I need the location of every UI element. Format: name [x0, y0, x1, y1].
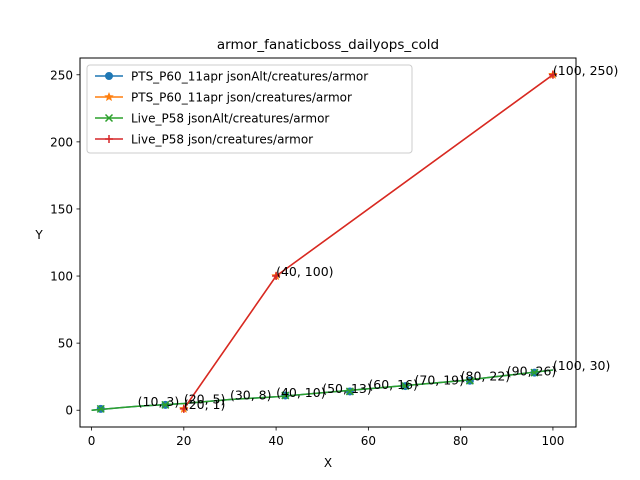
series-3-point [161, 400, 170, 409]
legend-box [86, 64, 413, 154]
data-label: (40, 10) [276, 385, 326, 400]
x-tick-label: 0 [88, 434, 96, 448]
x-axis-label: X [324, 456, 332, 470]
series-3-point [96, 404, 105, 413]
series-3-point [401, 382, 410, 391]
series-3-point [281, 391, 290, 400]
legend-marker-1 [105, 72, 113, 80]
legend-marker-4 [105, 135, 113, 143]
y-tick-label: 200 [50, 135, 73, 149]
data-label: (100, 30) [553, 358, 610, 373]
x-tick-label: 100 [541, 434, 564, 448]
data-label: (80, 22) [461, 369, 511, 384]
legend-label-1: PTS_P60_11apr jsonAlt/creatures/armor [131, 70, 368, 84]
y-tick-label: 250 [50, 68, 73, 82]
legend: PTS_P60_11apr jsonAlt/creatures/armor PTS… [86, 64, 413, 154]
data-label: (100, 250) [553, 63, 618, 78]
data-label: (70, 19) [415, 373, 465, 388]
series-4-point [272, 272, 281, 281]
data-label: (50, 13) [322, 381, 372, 396]
y-axis-label: Y [34, 228, 43, 242]
y-tick-label: 150 [50, 202, 73, 216]
series-4-point [179, 404, 188, 413]
data-label: (60, 16) [368, 377, 418, 392]
series-3-point [345, 387, 354, 396]
y-tick-label: 50 [58, 337, 73, 351]
data-label: (90, 26) [507, 363, 557, 378]
series-4-point [548, 70, 557, 79]
y-tick-label: 100 [50, 270, 73, 284]
legend-label-4: Live_P58 json/creatures/armor [131, 133, 313, 147]
data-label: (30, 8) [230, 387, 272, 402]
x-tick-label: 80 [453, 434, 468, 448]
data-label: (20, 1) [184, 397, 226, 412]
legend-marker-2 [104, 91, 114, 102]
series-line-3 [91, 369, 554, 411]
chart-title: armor_fanaticboss_dailyops_cold [217, 37, 439, 53]
series-3-point [530, 368, 539, 377]
y-tick-label: 0 [65, 404, 73, 418]
axes-frame [79, 57, 577, 428]
x-tick-label: 20 [176, 434, 191, 448]
series-3-point [465, 376, 474, 385]
data-label: (40, 100) [276, 264, 333, 279]
legend-label-2: PTS_P60_11apr json/creatures/armor [131, 91, 352, 105]
data-label: (20, 5) [184, 392, 226, 407]
legend-label-3: Live_P58 jsonAlt/creatures/armor [131, 112, 329, 126]
x-tick-label: 40 [268, 434, 283, 448]
x-tick-label: 60 [361, 434, 376, 448]
plot-area: 0 20 40 60 80 100 0 50 100 150 200 250 (10, 3) (20, 5… [50, 63, 618, 448]
data-label: (10, 3) [138, 394, 180, 409]
legend-marker-3 [104, 113, 114, 123]
